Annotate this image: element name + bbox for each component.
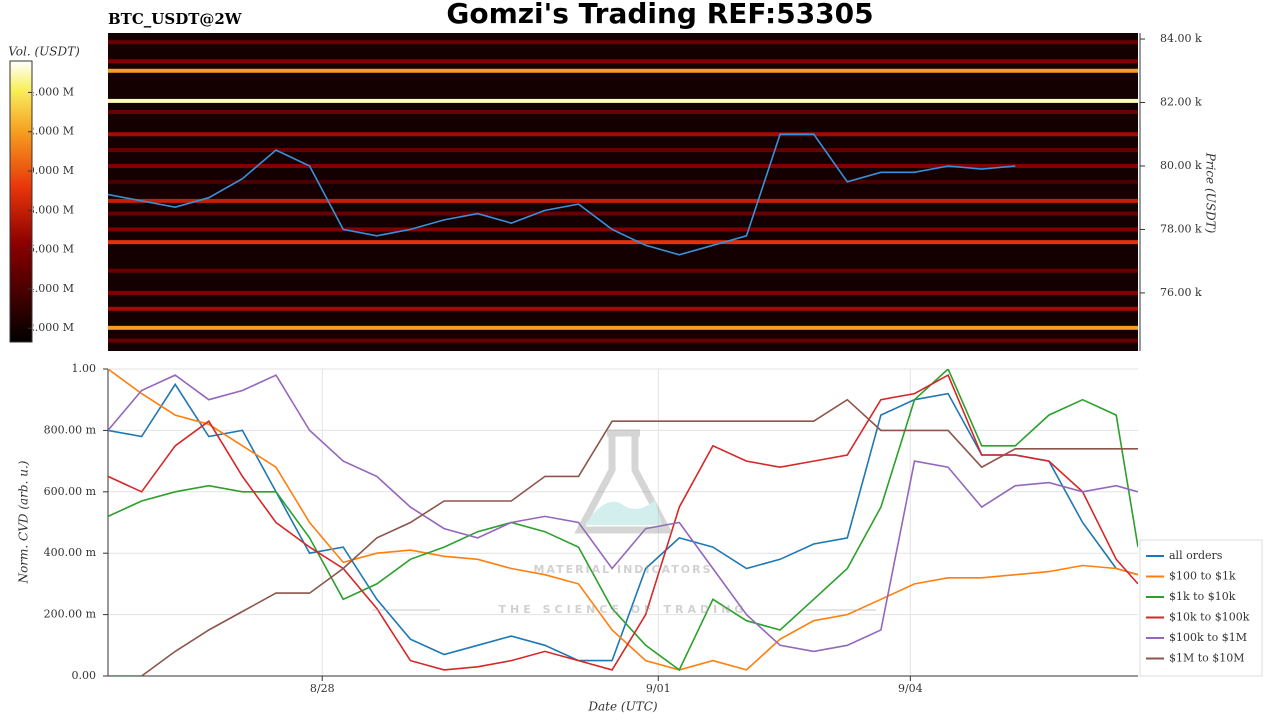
x-tick-label: 9/04 [898,682,923,695]
x-axis-label: Date (UTC) [587,700,657,714]
watermark-logo [574,429,673,534]
series-lines [108,369,1138,676]
colorbar-tick-label: 8.000 M [28,203,74,216]
liquidity-band [108,290,1138,295]
liquidity-band [108,68,1138,73]
heatmap-panel: 76.00 k 78.00 k 80.00 k 82.00 k 84.00 k 2.000… [9,32,1202,351]
heatmap-cells [108,40,1138,343]
colorbar-tick-label: 6.000 M [28,243,74,256]
y-tick-label: 84.00 k [1160,32,1202,45]
liquidity-band [108,306,1138,311]
liquidity-band [108,268,1138,273]
liquidity-band [108,148,1138,153]
liquidity-band [108,98,1138,103]
x-tick-label: 8/28 [310,682,335,695]
liquidity-band [108,211,1138,216]
colorbar-tick-label: 10.000 M [21,164,74,177]
liquidity-band [108,240,1138,245]
legend-label: $1M to $10M [1169,652,1245,665]
colorbar-label: Vol. (USDT) [8,45,80,59]
cvd-panel: 0.00 200.00 m 400.00 m 600.00 m 800.00 m 1.00… [44,362,1138,695]
liquidity-band [108,59,1138,64]
cvd-line [108,398,1138,676]
colorbar-tick-label: 14.000 M [21,85,74,98]
y-axis-label: Price (USDT) [1204,152,1218,234]
y-tick-label: 400.00 m [44,546,97,559]
chart-subtitle: BTC_USDT@2W [108,10,243,28]
colorbar-tick-label: 4.000 M [28,282,74,295]
y-tick-label: 1.00 [72,362,97,375]
cvd-line [108,373,1138,671]
cvd-line [108,369,1138,671]
legend-label: all orders [1169,549,1223,562]
y-tick-label: 800.00 m [44,423,97,436]
y-tick-label: 78.00 k [1160,222,1202,235]
liquidity-band [108,338,1138,343]
liquidity-band [108,110,1138,115]
chart-title: Gomzi's Trading REF:53305 [446,0,873,30]
y-tick-label: 76.00 k [1160,286,1202,299]
y-axis-label: Norm. CVD (arb. u.) [17,460,31,584]
legend-label: $100 to $1k [1169,570,1236,583]
cvd-line [108,374,1138,653]
flask-icon [574,429,673,534]
cvd-line [108,369,1138,672]
price-line [108,133,1016,256]
flask-liquid [585,500,662,525]
legend-label: $1k to $10k [1169,590,1236,603]
liquidity-band [108,132,1138,137]
liquidity-band [108,227,1138,232]
legend-label: $10k to $100k [1169,611,1250,624]
y-tick-label: 200.00 m [44,608,97,621]
liquidity-band [108,40,1138,45]
y-tick-label: 0.00 [72,669,97,682]
colorbar-ticks: 2.000 M 4.000 M 6.000 M 8.000 M 10.000 M 12.0… [21,85,74,334]
y-tick-label: 80.00 k [1160,159,1202,172]
watermark-title: MATERIAL INDICATORS [533,563,712,576]
legend-box [1139,539,1263,677]
legend: all orders $100 to $1k $1k to $10k $10k to … [1139,539,1263,677]
liquidity-band [108,179,1138,184]
x-tick-label: 9/01 [646,682,671,695]
legend-label: $100k to $1M [1169,631,1247,644]
colorbar-tick-label: 2.000 M [28,321,74,334]
watermark-subtitle: THE SCIENCE OF TRADING [499,603,748,616]
liquidity-band [108,198,1138,203]
liquidity-band [108,163,1138,168]
y-tick-label: 600.00 m [44,485,97,498]
colorbar-tick-label: 12.000 M [21,125,74,138]
cvd-line [108,382,1138,662]
colorbar [9,60,33,343]
y-tick-label: 82.00 k [1160,96,1202,109]
heatmap-background [108,33,1138,351]
liquidity-band [108,325,1138,330]
